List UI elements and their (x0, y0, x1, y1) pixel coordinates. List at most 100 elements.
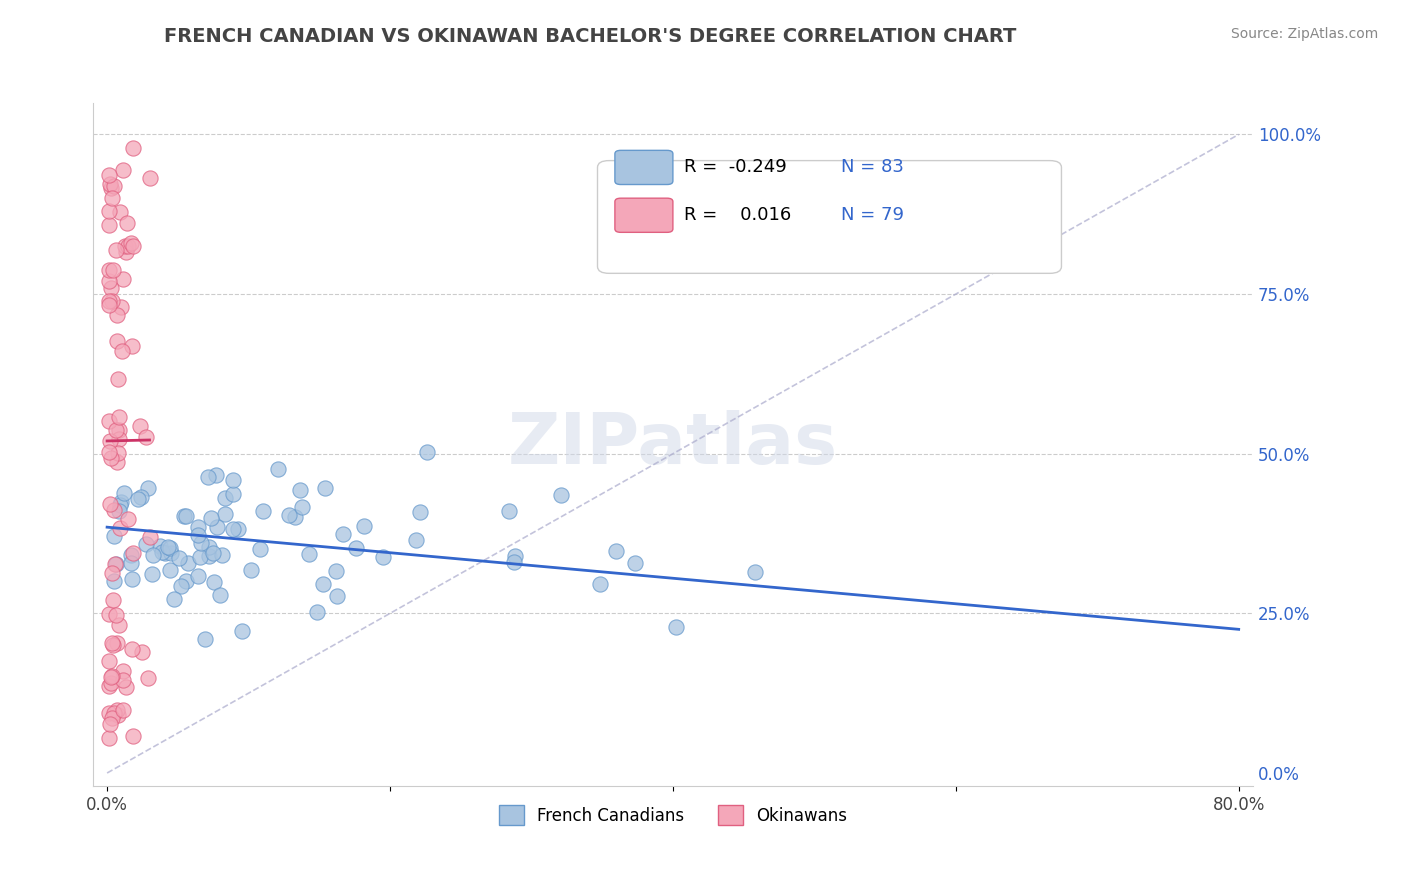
Point (98, 497, 121, 511)
Point (170, 579, 193, 593)
Point (104, 557, 127, 571)
Point (107, 372, 129, 386)
Point (111, 343, 134, 358)
Point (105, 423, 128, 437)
Point (121, 546, 143, 560)
Point (103, 178, 125, 193)
Point (228, 522, 250, 536)
Point (117, 512, 139, 526)
Point (136, 671, 159, 685)
Point (187, 569, 209, 583)
Point (111, 272, 134, 286)
Text: FRENCH CANADIAN VS OKINAWAN BACHELOR'S DEGREE CORRELATION CHART: FRENCH CANADIAN VS OKINAWAN BACHELOR'S D… (165, 27, 1017, 45)
Point (100, 670, 122, 684)
Point (98, 177, 121, 191)
Point (129, 419, 152, 434)
Point (188, 550, 211, 565)
Point (103, 503, 125, 517)
Point (108, 204, 131, 219)
Point (105, 455, 128, 469)
Point (409, 505, 432, 519)
Point (129, 490, 152, 504)
Point (214, 491, 236, 505)
Point (107, 445, 129, 459)
Point (416, 445, 439, 459)
Text: N = 79: N = 79 (841, 206, 904, 224)
Point (121, 339, 143, 353)
Point (103, 574, 125, 588)
Point (101, 263, 124, 277)
Point (222, 487, 245, 501)
Point (373, 549, 395, 564)
Point (127, 491, 149, 506)
Point (107, 708, 129, 723)
Point (214, 507, 236, 521)
Point (141, 566, 163, 581)
Point (115, 216, 138, 230)
Point (105, 557, 128, 571)
Point (100, 711, 122, 725)
Point (326, 590, 349, 604)
Point (98, 607, 121, 621)
Point (291, 500, 314, 514)
Point (135, 430, 157, 444)
Point (103, 592, 125, 607)
Point (112, 486, 135, 500)
Point (108, 617, 131, 632)
Point (204, 467, 226, 482)
Point (312, 577, 335, 591)
Point (198, 540, 221, 554)
Text: Source: ZipAtlas.com: Source: ZipAtlas.com (1230, 27, 1378, 41)
Point (122, 239, 145, 253)
Point (108, 498, 131, 512)
Point (100, 181, 122, 195)
Point (115, 245, 138, 260)
Point (104, 608, 127, 623)
Point (160, 546, 183, 560)
Point (101, 294, 124, 309)
Point (211, 549, 233, 563)
Point (120, 548, 142, 562)
Point (174, 574, 197, 588)
Point (198, 549, 221, 563)
Point (186, 520, 208, 534)
Point (97, 706, 120, 721)
Point (249, 541, 271, 556)
Point (149, 539, 172, 553)
Point (97, 445, 120, 459)
Point (97, 274, 120, 288)
Point (98, 298, 121, 312)
Point (105, 636, 128, 650)
Point (115, 680, 138, 694)
Point (174, 508, 197, 523)
Point (159, 563, 181, 577)
Point (194, 632, 217, 647)
Point (588, 577, 610, 591)
Point (131, 645, 153, 659)
FancyBboxPatch shape (614, 198, 673, 232)
Point (97, 218, 120, 232)
Point (201, 546, 224, 560)
Point (187, 528, 209, 542)
Point (105, 243, 128, 257)
Point (150, 545, 173, 559)
Point (284, 510, 307, 524)
Point (98, 717, 121, 731)
Point (288, 483, 311, 497)
Point (107, 504, 129, 518)
Point (138, 531, 160, 545)
Point (744, 565, 766, 579)
Point (103, 638, 125, 652)
Point (314, 481, 336, 495)
Point (163, 592, 186, 607)
Point (121, 729, 143, 743)
Point (167, 550, 190, 565)
Point (177, 556, 200, 570)
Point (190, 535, 212, 549)
Point (173, 508, 195, 523)
Point (120, 235, 142, 250)
Point (353, 519, 375, 533)
Point (111, 163, 134, 178)
Point (100, 676, 122, 690)
Point (138, 170, 160, 185)
